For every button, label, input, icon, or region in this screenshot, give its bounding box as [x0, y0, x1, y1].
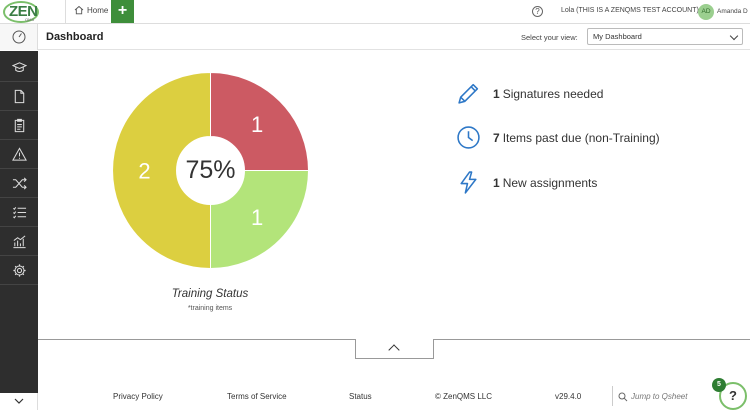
- dashboard-icon: [12, 30, 26, 44]
- stat-count: 7: [493, 130, 500, 145]
- sidebar-expand-toggle[interactable]: [0, 393, 38, 410]
- view-select[interactable]: My Dashboard: [587, 28, 743, 45]
- pencil-icon: [458, 83, 479, 104]
- chevron-up-icon: [388, 344, 400, 356]
- sidebar-item-events[interactable]: [0, 140, 38, 169]
- dashboard-nav-item[interactable]: [0, 24, 38, 50]
- chart-note: *training items: [187, 305, 233, 312]
- stat-signatures-needed[interactable]: 1 Signatures needed: [456, 81, 603, 106]
- privacy-policy-link[interactable]: Privacy Policy: [113, 392, 163, 401]
- document-icon: [14, 89, 24, 103]
- donut-segment-label-1: 1: [251, 205, 263, 230]
- sidebar: [0, 51, 38, 393]
- search-icon: [618, 392, 628, 402]
- stat-new-assignments[interactable]: 1 New assignments: [456, 170, 597, 195]
- stat-label: Items past due (non-Training): [502, 130, 660, 145]
- sidebar-item-settings[interactable]: [0, 256, 38, 285]
- terms-of-service-link[interactable]: Terms of Service: [227, 392, 287, 401]
- logo-area[interactable]: ZEN QMS: [0, 0, 66, 24]
- user-name[interactable]: Amanda D: [717, 8, 748, 15]
- zenqms-logo[interactable]: ZEN QMS: [3, 1, 39, 23]
- add-button[interactable]: +: [111, 0, 134, 23]
- sidebar-item-documents[interactable]: [0, 82, 38, 111]
- donut-segment-label-0: 1: [251, 112, 263, 137]
- subheader: Dashboard Select your view: My Dashboard: [0, 24, 750, 50]
- view-select-value: My Dashboard: [593, 32, 642, 41]
- sidebar-item-forms[interactable]: [0, 111, 38, 140]
- chart-caption: Training Status: [171, 288, 249, 300]
- copyright-text: © ZenQMS LLC: [435, 392, 493, 401]
- settings-icon: [12, 263, 26, 277]
- stat-count: 1: [493, 86, 500, 101]
- clock-icon: [457, 126, 480, 149]
- chevron-down-icon: [14, 398, 24, 404]
- stat-label: New assignments: [502, 175, 598, 190]
- notification-badge: 5: [712, 378, 726, 392]
- lightning-icon: [460, 171, 477, 194]
- analytics-icon: [12, 234, 26, 248]
- shuffle-icon: [12, 177, 27, 189]
- donut-segment-label-2: 2: [138, 159, 150, 184]
- qsheet-placeholder: Jump to Qsheet: [631, 392, 688, 401]
- version-text: v29.4.0: [555, 392, 582, 401]
- stat-count: 1: [493, 175, 500, 190]
- checklist-icon: [12, 206, 26, 218]
- logo-subtext: QMS: [25, 17, 35, 22]
- sidebar-item-tasks[interactable]: [0, 198, 38, 227]
- help-icon[interactable]: ?: [532, 6, 543, 17]
- home-icon: [74, 5, 84, 15]
- home-label: Home: [87, 5, 109, 15]
- home-link[interactable]: Home: [74, 5, 108, 15]
- view-select-label: Select your view:: [521, 33, 578, 42]
- account-name[interactable]: Lola (THIS IS A ZENQMS TEST ACCOUNT): [561, 7, 699, 14]
- qsheet-search[interactable]: Jump to Qsheet: [612, 386, 722, 406]
- avatar[interactable]: AD: [698, 4, 714, 20]
- chevron-down-icon: [729, 31, 739, 41]
- clipboard-icon: [14, 118, 24, 132]
- page-title: Dashboard: [46, 31, 104, 43]
- training-icon: [11, 61, 27, 72]
- top-bar: ZEN QMS Home + ? Lola (THIS IS A ZENQMS …: [0, 0, 750, 24]
- sidebar-item-change-control[interactable]: [0, 169, 38, 198]
- warning-icon: [11, 146, 27, 161]
- sidebar-item-reports[interactable]: [0, 227, 38, 256]
- sidebar-item-training[interactable]: [0, 53, 38, 82]
- stat-label: Signatures needed: [502, 86, 604, 101]
- donut-hole: [176, 136, 245, 205]
- collapse-panel-button[interactable]: [355, 339, 434, 359]
- stat-items-past-due[interactable]: 7 Items past due (non-Training): [456, 125, 660, 150]
- logo-text: ZEN: [9, 3, 38, 20]
- donut-chart-svg: 1 1 2: [112, 71, 310, 270]
- status-link[interactable]: Status: [349, 392, 372, 401]
- help-button[interactable]: ?: [719, 382, 747, 410]
